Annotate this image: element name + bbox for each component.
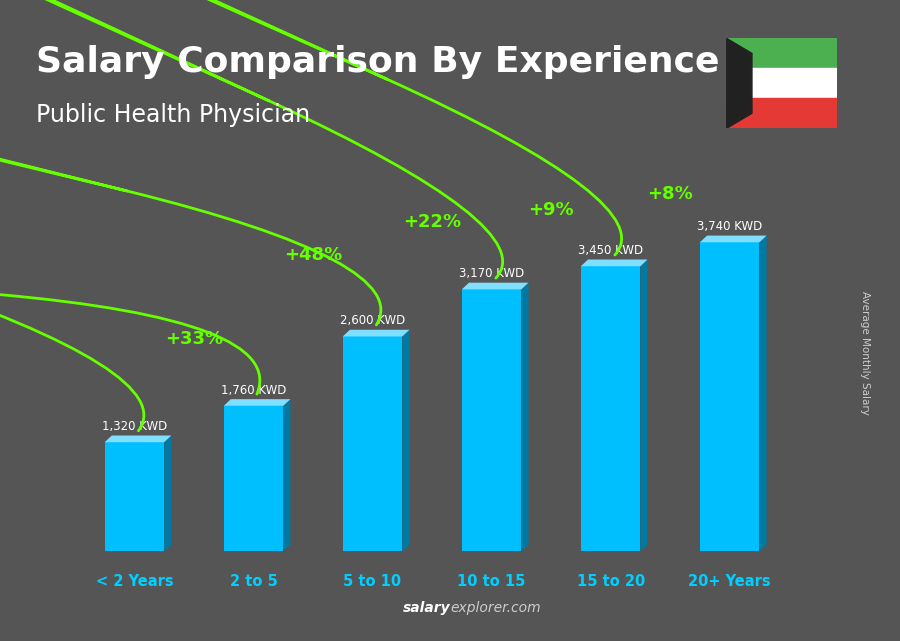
Text: Average Monthly Salary: Average Monthly Salary [860, 290, 869, 415]
Bar [224, 406, 284, 551]
Text: 3,170 KWD: 3,170 KWD [459, 267, 524, 280]
Bar [104, 442, 164, 551]
Text: 3,450 KWD: 3,450 KWD [578, 244, 644, 257]
Polygon shape [727, 38, 752, 128]
Text: Public Health Physician: Public Health Physician [36, 103, 310, 126]
Text: 1,320 KWD: 1,320 KWD [102, 420, 167, 433]
Polygon shape [104, 435, 171, 442]
Bar [700, 242, 760, 551]
Text: +8%: +8% [647, 185, 693, 203]
Polygon shape [284, 399, 291, 551]
Polygon shape [580, 260, 648, 266]
Polygon shape [521, 283, 528, 551]
Text: salary: salary [402, 601, 450, 615]
Text: 3,740 KWD: 3,740 KWD [698, 220, 762, 233]
Text: < 2 Years: < 2 Years [95, 574, 173, 588]
Bar [727, 38, 837, 128]
Text: Salary Comparison By Experience: Salary Comparison By Experience [36, 45, 719, 79]
Polygon shape [700, 236, 767, 242]
Text: +33%: +33% [165, 330, 223, 348]
Text: +9%: +9% [528, 201, 574, 219]
Polygon shape [462, 283, 528, 289]
Polygon shape [760, 236, 767, 551]
Text: 5 to 10: 5 to 10 [344, 574, 401, 588]
Text: +48%: +48% [284, 246, 342, 263]
Polygon shape [164, 435, 171, 551]
Polygon shape [343, 329, 410, 337]
Text: 20+ Years: 20+ Years [688, 574, 771, 588]
Text: +22%: +22% [403, 213, 461, 231]
Bar [727, 38, 837, 69]
Text: 15 to 20: 15 to 20 [577, 574, 644, 588]
Polygon shape [641, 260, 648, 551]
Text: 2 to 5: 2 to 5 [230, 574, 277, 588]
Text: 2,600 KWD: 2,600 KWD [340, 314, 405, 327]
Polygon shape [402, 329, 410, 551]
Bar [343, 337, 402, 551]
Text: explorer.com: explorer.com [450, 601, 541, 615]
Bar [580, 266, 641, 551]
Polygon shape [224, 399, 291, 406]
Bar [727, 69, 837, 98]
Bar [462, 289, 521, 551]
Text: 1,760 KWD: 1,760 KWD [220, 383, 286, 397]
Bar [727, 98, 837, 128]
Text: 10 to 15: 10 to 15 [457, 574, 526, 588]
